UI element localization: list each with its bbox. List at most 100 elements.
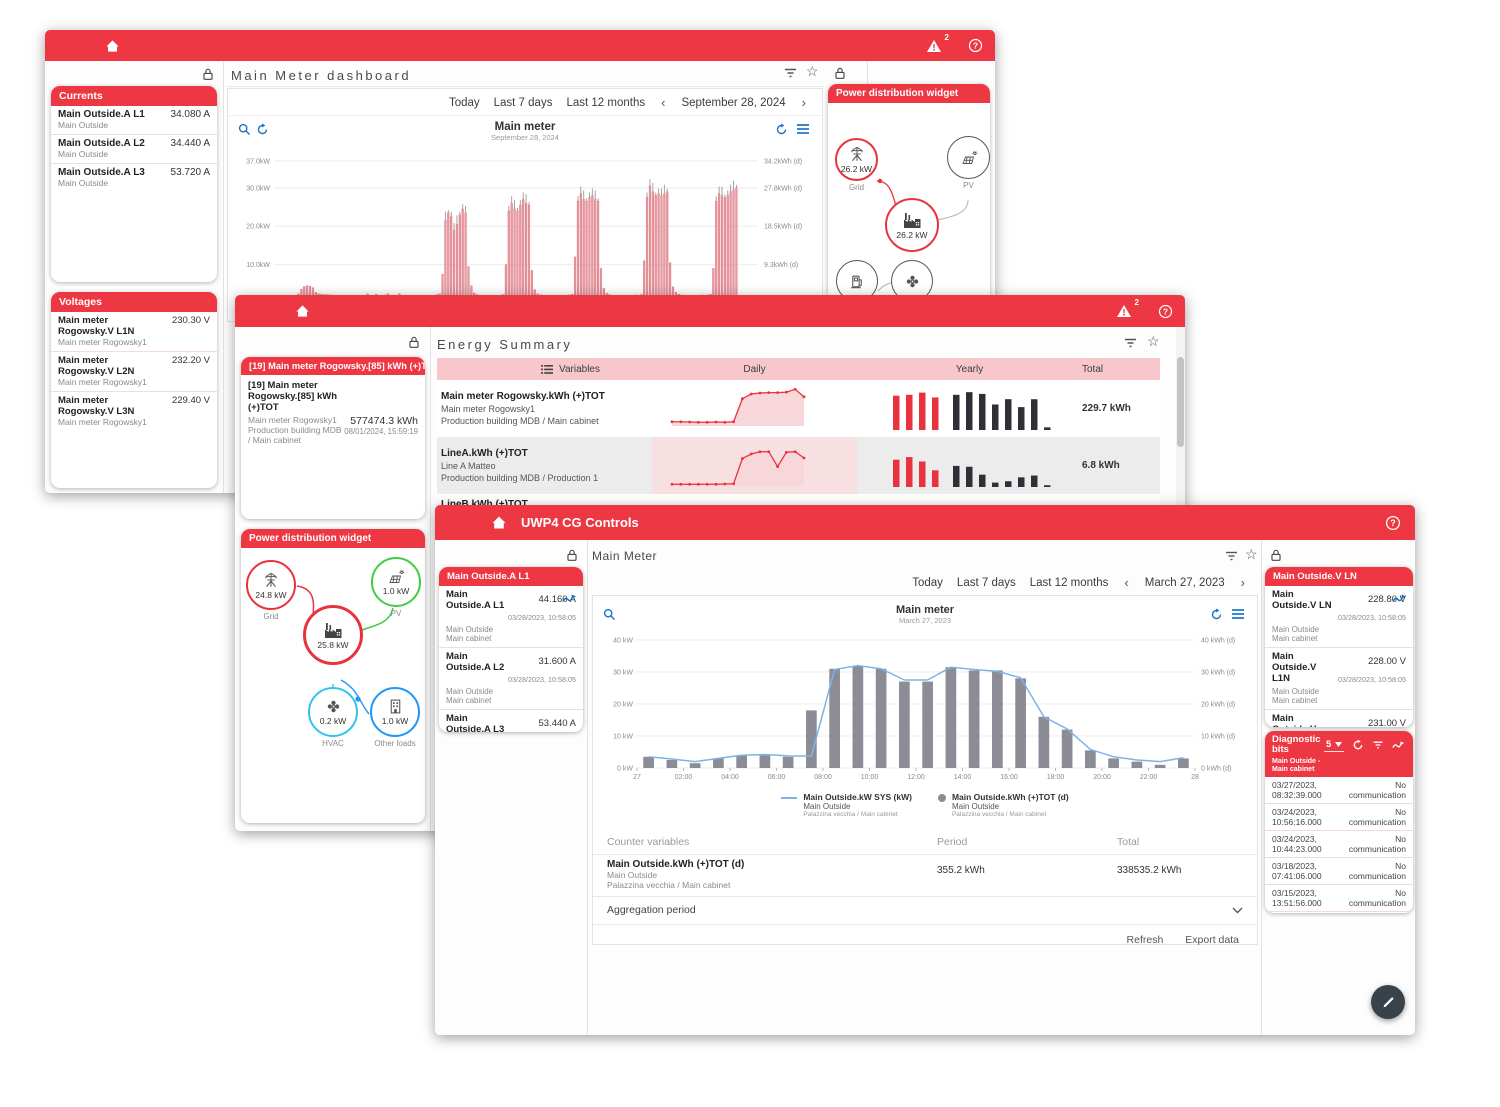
sensor-row[interactable]: Main Outside.A L2 31.600 A 03/28/2023, 10… bbox=[439, 648, 583, 710]
diagnostic-row[interactable]: 03/27/2023, 08:32:39.000 No communication bbox=[1265, 777, 1413, 804]
chart-subtitle: September 28, 2024 bbox=[491, 133, 559, 142]
sensor-row[interactable]: Main Outside.A L3 53.720 A Main Outside bbox=[58, 167, 210, 188]
trend-icon[interactable] bbox=[1392, 591, 1407, 609]
list-icon[interactable] bbox=[541, 364, 554, 374]
home-icon[interactable] bbox=[491, 515, 507, 530]
refresh-icon[interactable] bbox=[1210, 608, 1223, 621]
alerts-icon[interactable]: 2 bbox=[926, 33, 949, 53]
lock-icon[interactable] bbox=[201, 67, 215, 82]
favorite-star-icon[interactable]: ☆ bbox=[806, 63, 819, 79]
chart-menu-icon[interactable] bbox=[1231, 608, 1245, 620]
diagnostic-row[interactable]: 03/24/2023, 10:44:23.000 No communication bbox=[1265, 831, 1413, 858]
svg-text:04:00: 04:00 bbox=[721, 774, 739, 781]
menu-icon[interactable] bbox=[67, 40, 83, 52]
menu-icon[interactable] bbox=[455, 517, 471, 529]
lock-icon[interactable] bbox=[1269, 548, 1283, 563]
legend-series-name[interactable]: Main Outside.kWh (+)TOT (d) bbox=[951, 792, 1069, 802]
col-header-total[interactable]: Total bbox=[1082, 363, 1104, 375]
col-header-daily[interactable]: Daily bbox=[743, 363, 766, 375]
pdw-node-grid[interactable]: 24.8 kW bbox=[246, 560, 296, 610]
energy-row[interactable]: Main meter Rogowsky.kWh (+)TOT Main mete… bbox=[437, 380, 1160, 437]
svg-text:20.0kW: 20.0kW bbox=[246, 224, 270, 231]
sensor-row[interactable]: Main Outside.V LN 228.80 V 03/28/2023, 10… bbox=[1265, 586, 1413, 648]
tab-last-7-days[interactable]: Last 7 days bbox=[493, 96, 553, 109]
tab-last-7-days[interactable]: Last 7 days bbox=[956, 576, 1016, 589]
pdw-node-plant[interactable]: 26.2 kW bbox=[885, 198, 939, 252]
app-title: UWP4 CG Controls bbox=[521, 515, 639, 530]
pdw-node-plant[interactable]: 25.8 kW bbox=[303, 605, 363, 665]
next-date-icon[interactable]: › bbox=[1240, 575, 1245, 590]
chart-menu-icon[interactable] bbox=[796, 123, 810, 135]
refresh-icon[interactable] bbox=[775, 123, 788, 136]
aggregation-period-expander[interactable]: Aggregation period bbox=[607, 904, 1243, 916]
prev-date-icon[interactable]: ‹ bbox=[1124, 575, 1129, 590]
alert-badge: 2 bbox=[944, 32, 949, 42]
trend-icon[interactable] bbox=[562, 591, 577, 609]
pdw-node-other-loads[interactable]: 1.0 kW bbox=[370, 687, 420, 737]
sensor-row[interactable]: Main Outside.A L1 44.160 A 03/28/2023, 10… bbox=[439, 586, 583, 648]
filter-icon[interactable] bbox=[1123, 337, 1138, 349]
sensor-row[interactable]: Main meter Rogowsky.V L3N 229.40 V Main m… bbox=[58, 395, 210, 427]
diagnostic-row[interactable]: 03/15/2023, 13:51:56.000 No communication bbox=[1265, 885, 1413, 912]
filter-icon[interactable] bbox=[1372, 740, 1384, 750]
legend-series-name[interactable]: Main Outside.kW SYS (kW) bbox=[803, 792, 912, 802]
tab-today[interactable]: Today bbox=[912, 576, 943, 589]
export-data-button[interactable]: Export data bbox=[1185, 934, 1239, 946]
chevron-down-icon[interactable] bbox=[1232, 907, 1243, 914]
home-icon[interactable] bbox=[105, 39, 120, 53]
col-header-variables[interactable]: Variables bbox=[559, 363, 600, 375]
zoom-icon[interactable] bbox=[238, 123, 251, 136]
appbar: UWP4 CG Controls ? bbox=[435, 505, 1415, 540]
next-date-icon[interactable]: › bbox=[801, 95, 806, 110]
energy-row[interactable]: LineA.kWh (+)TOT Line A Matteo Productio… bbox=[437, 437, 1160, 494]
col-header-yearly[interactable]: Yearly bbox=[955, 363, 984, 375]
svg-text:06:00: 06:00 bbox=[768, 774, 786, 781]
help-icon[interactable]: ? bbox=[1158, 304, 1173, 319]
diagnostic-bits-header: Diagnostic bits 5 Main Outside bbox=[1265, 731, 1413, 777]
home-icon[interactable] bbox=[295, 304, 310, 318]
trend-icon[interactable] bbox=[1392, 740, 1405, 750]
filter-icon[interactable] bbox=[1224, 550, 1239, 562]
refresh-button[interactable]: Refresh bbox=[1126, 934, 1164, 946]
svg-text:20:00: 20:00 bbox=[1093, 774, 1111, 781]
sensor-row[interactable]: Main Outside.A L3 53.440 A03/28/2023, 10… bbox=[446, 713, 576, 732]
sensor-row[interactable]: Main meter Rogowsky.V L1N 230.30 V Main m… bbox=[51, 312, 217, 352]
pdw-node-hvac[interactable]: 0.2 kW bbox=[308, 687, 358, 737]
svg-text:?: ? bbox=[973, 40, 978, 50]
sensor-row[interactable]: Main Outside.A L2 34.440 A Main Outside bbox=[51, 135, 217, 164]
lock-icon[interactable] bbox=[565, 548, 579, 563]
diagnostic-row[interactable]: 03/18/2023, 07:41:06.000 No communication bbox=[1265, 858, 1413, 885]
lock-icon[interactable] bbox=[833, 66, 847, 81]
sensor-row[interactable]: Main Outside.A L1 34.080 A Main Outside bbox=[51, 106, 217, 135]
favorite-star-icon[interactable]: ☆ bbox=[1245, 546, 1258, 562]
hvac-fan-icon bbox=[904, 273, 921, 290]
reset-zoom-icon[interactable] bbox=[256, 123, 269, 136]
date-range-bar: Today Last 7 days Last 12 months ‹ March… bbox=[912, 575, 1247, 590]
pdw-node-grid[interactable]: 26.2 kW bbox=[835, 138, 878, 181]
menu-icon[interactable] bbox=[257, 305, 273, 317]
tab-last-12-months[interactable]: Last 12 months bbox=[1029, 576, 1109, 589]
appbar: 2 ? bbox=[235, 295, 1185, 327]
help-icon[interactable]: ? bbox=[968, 38, 983, 53]
diagnostic-row[interactable]: 03/24/2023, 10:56:16.000 No communication bbox=[1265, 804, 1413, 831]
alerts-icon[interactable]: 2 bbox=[1116, 298, 1139, 318]
tab-today[interactable]: Today bbox=[448, 96, 480, 109]
sensor-row[interactable]: Main meter Rogowsky.V L2N 232.20 V Main m… bbox=[51, 352, 217, 392]
edit-fab-button[interactable] bbox=[1371, 985, 1405, 1019]
help-icon[interactable]: ? bbox=[1385, 515, 1401, 531]
pdw-node-pv[interactable]: 1.0 kW bbox=[371, 557, 421, 607]
prev-date-icon[interactable]: ‹ bbox=[661, 95, 666, 110]
filter-icon[interactable] bbox=[783, 67, 798, 79]
zoom-icon[interactable] bbox=[603, 608, 616, 621]
pdw-node-pv[interactable] bbox=[947, 136, 990, 179]
counter-row[interactable]: Main Outside.kWh (+)TOT (d) Main Outside… bbox=[607, 859, 1182, 890]
sensor-row[interactable]: Main Outside.V L1N 228.00 V 03/28/2023, 1… bbox=[1265, 648, 1413, 710]
favorite-star-icon[interactable]: ☆ bbox=[1147, 333, 1160, 349]
tab-last-12-months[interactable]: Last 12 months bbox=[566, 96, 646, 109]
sensor-row[interactable]: Main Outside.V L2N 231.00 V03/28/2023, 1… bbox=[1272, 713, 1406, 727]
refresh-icon[interactable] bbox=[1352, 739, 1364, 751]
count-select[interactable]: 5 bbox=[1324, 739, 1345, 752]
lock-icon[interactable] bbox=[407, 335, 421, 350]
diagnostic-bits-panel: Diagnostic bits 5 Main Outside bbox=[1265, 731, 1413, 913]
